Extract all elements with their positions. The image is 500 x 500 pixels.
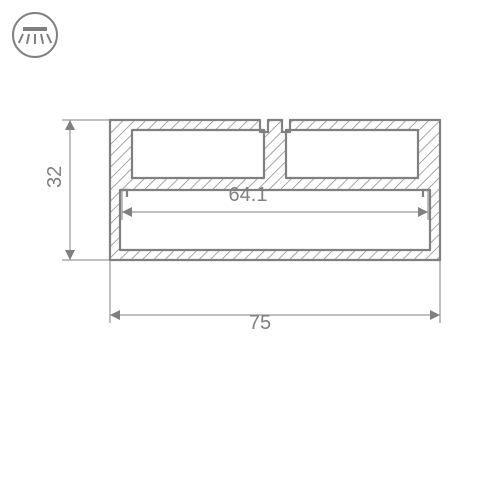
- dim-height-label: 32: [44, 166, 67, 188]
- downlight-icon: [12, 12, 58, 58]
- cross-section-drawing: [40, 90, 470, 410]
- dim-inner-width-label: 64.1: [229, 184, 268, 207]
- figure-root: 32 64.1 75: [0, 0, 500, 500]
- dim-width-label: 75: [249, 312, 271, 335]
- lamp-glyph: [22, 27, 48, 44]
- profile-svg: [40, 90, 470, 410]
